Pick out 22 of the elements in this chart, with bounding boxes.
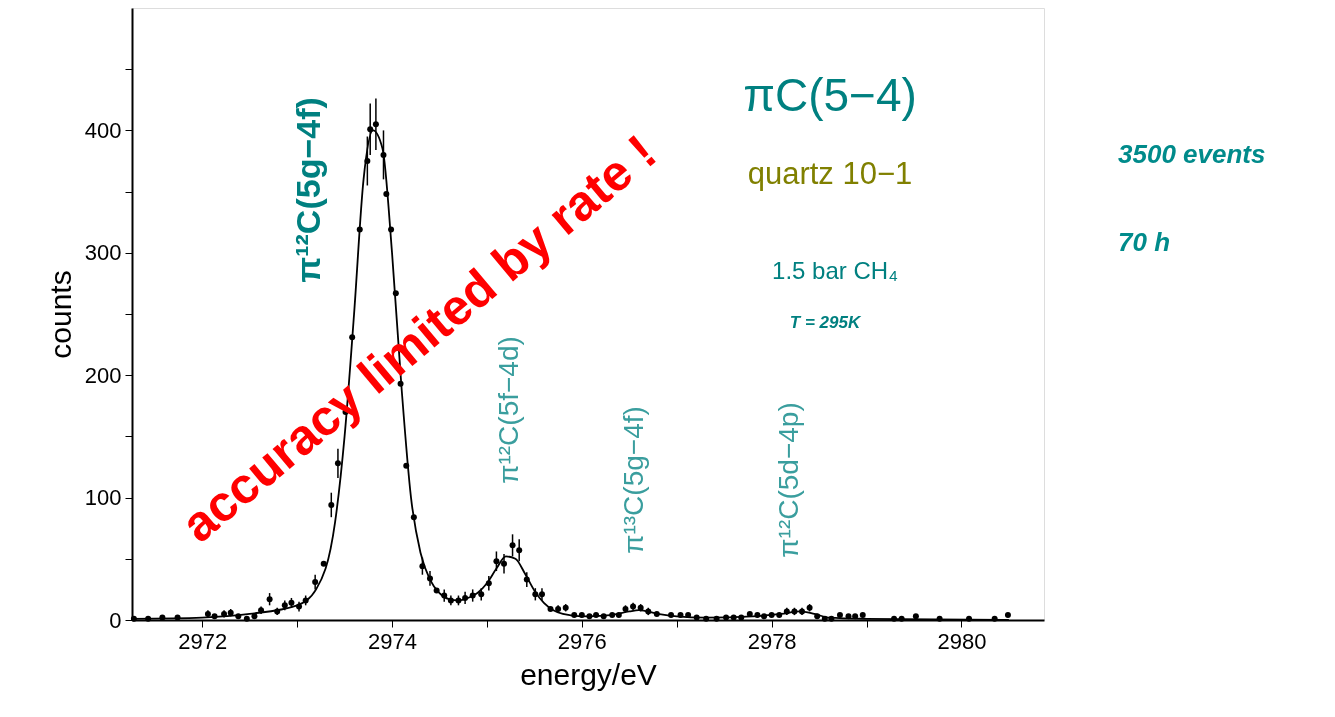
text: 3500 events xyxy=(1118,139,1266,169)
x-tick-label: 2972 xyxy=(178,628,228,654)
x-axis-title: energy/eV xyxy=(520,657,657,691)
y-tick-label: 100 xyxy=(84,485,122,511)
y-tick-label: 300 xyxy=(84,240,122,266)
x-tick-label: 2980 xyxy=(937,628,987,654)
annotation: π¹³C(5g−4f) xyxy=(618,406,649,554)
y-axis-title: counts xyxy=(43,270,77,359)
y-tick-label: 200 xyxy=(84,362,122,388)
annotation: π¹²C(5g−4f) xyxy=(289,97,327,283)
annotation: π¹²C(5f−4d) xyxy=(493,336,524,484)
x-tick-label: 2976 xyxy=(557,628,607,654)
annotation: 1.5 bar CH₄ xyxy=(772,257,898,284)
annotation: quartz 10−1 xyxy=(747,156,913,191)
x-tick-label: 2978 xyxy=(747,628,797,654)
y-tick-label: 0 xyxy=(109,607,122,633)
annotation: T = 295K xyxy=(789,313,862,332)
y-tick-label: 400 xyxy=(84,117,122,143)
annotation: πC(5−4) xyxy=(743,69,917,121)
annotation: π¹²C(5d−4p) xyxy=(773,402,804,558)
x-tick-label: 2974 xyxy=(368,628,418,654)
text: 70 h xyxy=(1118,227,1171,257)
